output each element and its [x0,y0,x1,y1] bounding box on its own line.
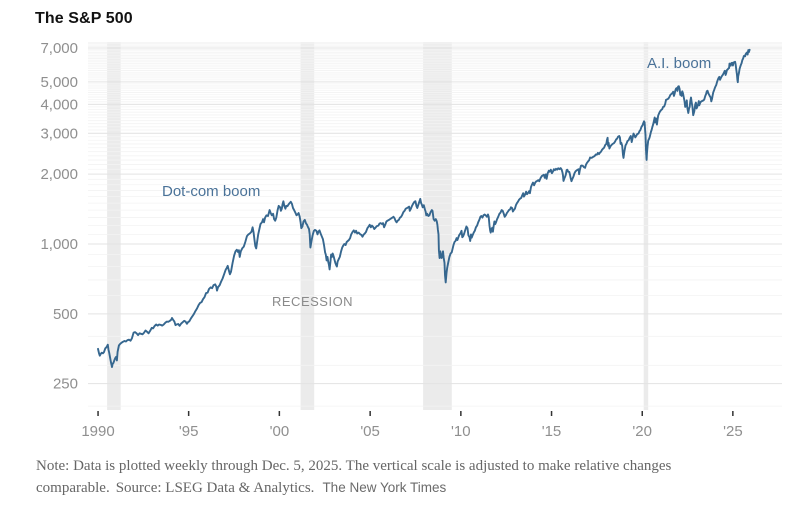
x-tick-mark [187,411,190,416]
y-axis-label: 4,000 [40,96,78,113]
footnote: Note: Data is plotted weekly through Dec… [36,456,773,499]
x-axis-label: '20 [632,423,652,440]
x-axis-label: '05 [360,423,380,440]
x-axis-label: '25 [723,423,743,440]
y-axis-label: 7,000 [40,40,78,57]
y-axis-label: 5,000 [40,74,78,91]
y-axis-label: 2,000 [40,166,78,183]
x-tick-mark [550,411,553,416]
y-axis-label: 500 [53,306,78,323]
x-axis-label: '00 [270,423,290,440]
x-tick-mark [460,411,462,416]
sp500-line-chart: 7,000 5,000 4,000 3,000 2,000 1,000 500 250 1990… [40,40,782,440]
x-axis-label: 1990 [81,423,114,440]
y-axis-label: 1,000 [40,236,78,253]
y-axis-label: 250 [53,376,78,393]
annotation-recession: RECESSION [272,294,354,309]
x-tick-mark [97,411,99,416]
x-axis-label: '95 [179,423,199,440]
annotation-ai-boom: A.I. boom [647,55,712,72]
x-tick-mark [641,411,643,416]
x-tick-mark [732,411,734,416]
x-axis-label: '10 [451,423,471,440]
footnote-credit: The New York Times [322,480,447,495]
annotation-dotcom-boom: Dot-com boom [162,183,261,200]
footnote-note: Note: Data is plotted weekly through Dec… [36,458,672,496]
chart-title: The S&P 500 [35,10,133,27]
x-axis-label: '15 [542,423,562,440]
x-tick-mark [278,411,281,416]
y-axis-label: 3,000 [40,125,78,142]
sp500-price-line [97,48,751,368]
x-tick-mark [369,411,371,416]
footnote-source: Source: LSEG Data & Analytics. [115,480,315,496]
